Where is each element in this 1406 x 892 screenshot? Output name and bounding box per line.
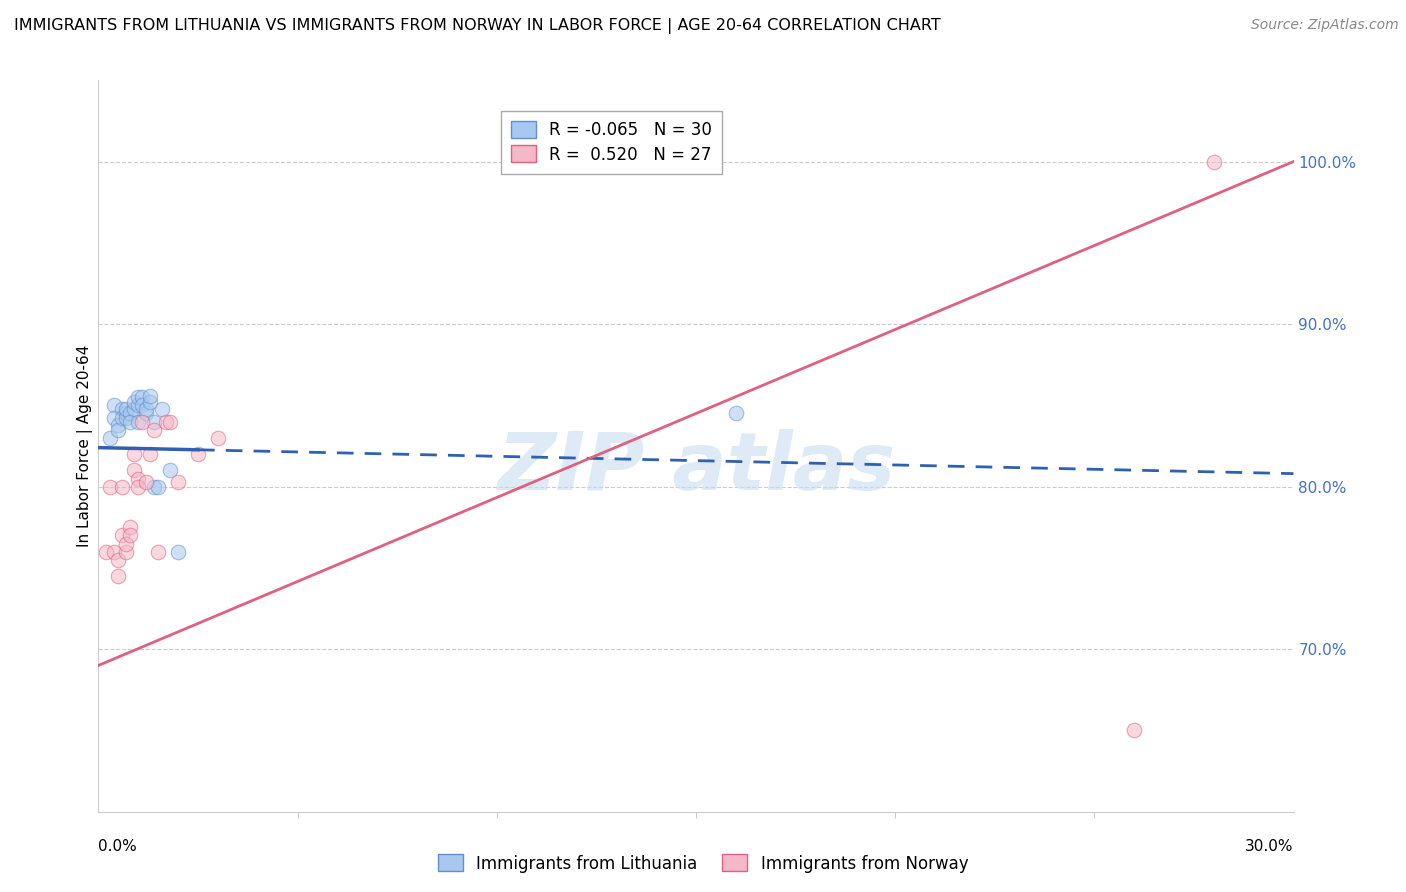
Point: [120, 528, 142, 542]
Point: [98, 431, 122, 445]
Point: [127, 415, 149, 429]
Point: [127, 480, 149, 494]
Point: [127, 471, 149, 485]
Point: [115, 401, 138, 416]
Point: [115, 407, 138, 421]
Point: [111, 411, 134, 425]
Point: [1202, 154, 1225, 169]
Point: [131, 398, 153, 412]
Point: [159, 463, 181, 477]
Point: [120, 415, 142, 429]
Point: [107, 423, 129, 437]
Point: [150, 401, 173, 416]
Point: [143, 423, 166, 437]
Point: [103, 544, 125, 558]
Point: [127, 390, 149, 404]
Point: [131, 415, 153, 429]
Point: [111, 528, 134, 542]
Point: [115, 536, 138, 550]
Point: [139, 395, 162, 409]
Y-axis label: In Labor Force | Age 20-64: In Labor Force | Age 20-64: [77, 345, 93, 547]
Point: [139, 447, 162, 461]
Point: [159, 415, 181, 429]
Point: [143, 415, 166, 429]
Point: [111, 480, 134, 494]
Point: [724, 407, 747, 421]
Point: [124, 401, 146, 416]
Point: [155, 415, 177, 429]
Text: Source: ZipAtlas.com: Source: ZipAtlas.com: [1251, 18, 1399, 32]
Point: [148, 544, 170, 558]
Point: [124, 463, 146, 477]
Point: [124, 447, 146, 461]
Point: [120, 407, 142, 421]
Point: [135, 407, 157, 421]
Point: [143, 480, 166, 494]
Point: [103, 398, 125, 412]
Point: [167, 544, 190, 558]
Point: [98, 480, 122, 494]
Point: [96, 544, 118, 558]
Point: [107, 553, 129, 567]
Point: [148, 480, 170, 494]
Point: [135, 401, 157, 416]
Point: [131, 390, 153, 404]
Point: [103, 411, 125, 425]
Legend: Immigrants from Lithuania, Immigrants from Norway: Immigrants from Lithuania, Immigrants fr…: [432, 847, 974, 880]
Point: [187, 447, 209, 461]
Text: 0.0%: 0.0%: [98, 839, 138, 855]
Point: [115, 544, 138, 558]
Point: [107, 569, 129, 583]
Point: [111, 401, 134, 416]
Point: [124, 395, 146, 409]
Point: [207, 431, 229, 445]
Text: IMMIGRANTS FROM LITHUANIA VS IMMIGRANTS FROM NORWAY IN LABOR FORCE | AGE 20-64 C: IMMIGRANTS FROM LITHUANIA VS IMMIGRANTS …: [14, 18, 941, 34]
Point: [127, 398, 149, 412]
Point: [167, 475, 190, 489]
Legend: R = -0.065   N = 30, R =  0.520   N = 27: R = -0.065 N = 30, R = 0.520 N = 27: [501, 111, 723, 174]
Point: [139, 389, 162, 403]
Text: ZIP atlas: ZIP atlas: [496, 429, 896, 507]
Point: [115, 411, 138, 425]
Point: [1123, 723, 1146, 738]
Point: [120, 520, 142, 534]
Text: 30.0%: 30.0%: [1246, 839, 1294, 855]
Point: [135, 475, 157, 489]
Point: [107, 417, 129, 432]
